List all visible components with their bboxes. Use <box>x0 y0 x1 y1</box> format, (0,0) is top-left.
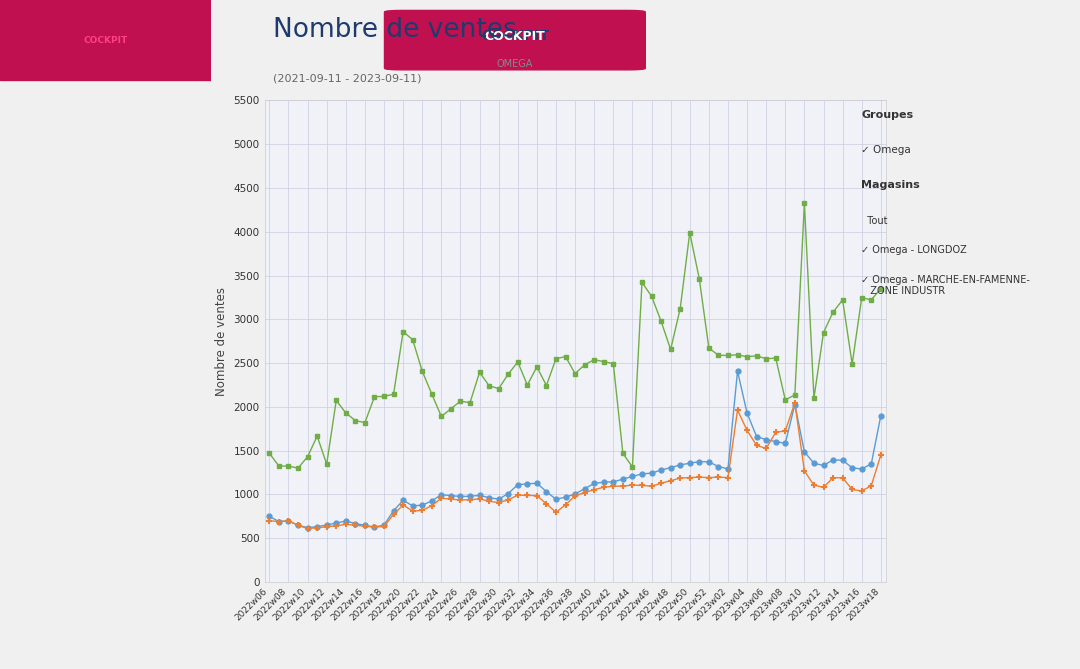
Omega - MARCHE-EN-FAMENNE-ZONE INDUSTR <box>808 481 821 489</box>
Text: COCKPIT: COCKPIT <box>83 35 127 45</box>
Omega - MARCHE-EN-FAMENNE-ZONE INDUSTR <box>301 524 314 533</box>
Omega - MARCHE-EN-FAMENNE-ZONE INDUSTR <box>530 492 543 500</box>
Omega <box>798 199 811 207</box>
Omega - LONGDOZ <box>808 460 821 468</box>
Omega - LONGDOZ <box>855 465 868 473</box>
Line: Omega: Omega <box>267 201 883 470</box>
Line: Omega - LONGDOZ: Omega - LONGDOZ <box>267 369 883 530</box>
Omega - LONGDOZ <box>875 411 888 419</box>
Omega - MARCHE-EN-FAMENNE-ZONE INDUSTR <box>588 486 600 494</box>
Omega <box>292 464 305 472</box>
Omega <box>530 363 543 371</box>
Text: OMEGA: OMEGA <box>497 60 534 69</box>
Text: Nombre de ventes: Nombre de ventes <box>273 17 517 43</box>
Omega - LONGDOZ <box>416 501 429 509</box>
Omega <box>808 394 821 402</box>
Text: COCKPIT: COCKPIT <box>481 29 549 43</box>
Omega - MARCHE-EN-FAMENNE-ZONE INDUSTR <box>416 506 429 514</box>
Line: Omega - MARCHE-EN-FAMENNE-ZONE INDUSTR: Omega - MARCHE-EN-FAMENNE-ZONE INDUSTR <box>266 399 885 532</box>
Omega - LONGDOZ <box>731 367 744 375</box>
Omega - LONGDOZ <box>262 512 275 520</box>
Text: Tout: Tout <box>862 215 888 225</box>
FancyBboxPatch shape <box>0 0 211 80</box>
Text: COCKPIT: COCKPIT <box>485 29 545 43</box>
Omega - LONGDOZ <box>301 524 314 532</box>
Omega <box>855 294 868 302</box>
Text: ✓ Omega - MARCHE-EN-FAMENNE-
   ZONE INDUSTR: ✓ Omega - MARCHE-EN-FAMENNE- ZONE INDUST… <box>862 274 1030 296</box>
Omega - MARCHE-EN-FAMENNE-ZONE INDUSTR <box>855 487 868 495</box>
Omega - MARCHE-EN-FAMENNE-ZONE INDUSTR <box>262 516 275 524</box>
FancyBboxPatch shape <box>384 11 646 70</box>
Omega <box>454 397 467 405</box>
Omega - MARCHE-EN-FAMENNE-ZONE INDUSTR <box>454 496 467 504</box>
Omega <box>262 450 275 458</box>
Omega <box>588 356 600 364</box>
Text: Groupes: Groupes <box>862 110 914 120</box>
Omega - LONGDOZ <box>454 492 467 500</box>
Text: ✓ Omega: ✓ Omega <box>862 145 912 155</box>
Omega - LONGDOZ <box>588 480 600 488</box>
Omega - MARCHE-EN-FAMENNE-ZONE INDUSTR <box>788 399 801 407</box>
Y-axis label: Nombre de ventes: Nombre de ventes <box>215 287 228 395</box>
Omega - MARCHE-EN-FAMENNE-ZONE INDUSTR <box>875 451 888 459</box>
Text: (2021-09-11 - 2023-09-11): (2021-09-11 - 2023-09-11) <box>273 74 421 84</box>
Omega <box>875 284 888 292</box>
Omega - LONGDOZ <box>530 479 543 487</box>
Text: ✓ Omega - LONGDOZ: ✓ Omega - LONGDOZ <box>862 245 967 255</box>
Text: Magasins: Magasins <box>862 181 920 191</box>
Omega <box>416 367 429 375</box>
